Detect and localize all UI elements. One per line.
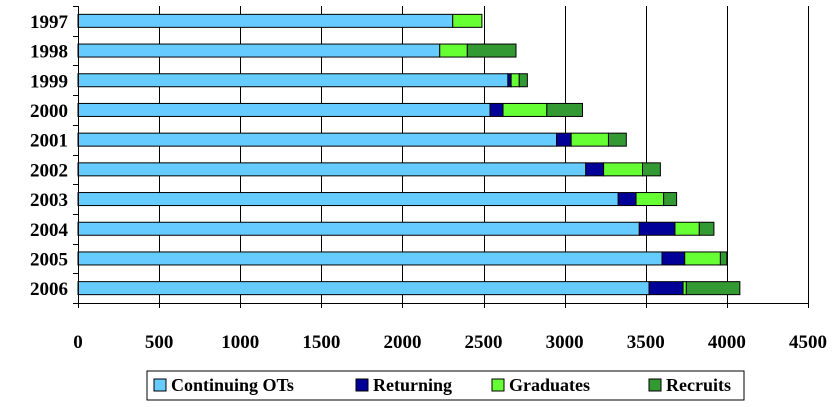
bar-2006-returning <box>648 281 684 296</box>
category-label-2004: 2004 <box>30 220 69 241</box>
tick-labels: 0 500 1000 1500 2000 2500 3000 3500 4000 4500 <box>73 332 827 353</box>
legend-label-recruits: Recruits <box>666 375 731 395</box>
bar-1998-recruits <box>466 43 517 58</box>
legend-swatch-recruits <box>648 378 662 392</box>
x-tick-label-1500: 1500 <box>302 332 340 353</box>
x-tick-label-2000: 2000 <box>383 332 421 353</box>
bar-2006-recruits <box>685 281 741 296</box>
legend-swatch-graduates <box>491 378 505 392</box>
bar-2004-graduates <box>674 221 700 236</box>
bars <box>77 13 741 296</box>
bar-2001-graduates <box>570 132 609 147</box>
bar-2006-continuing-ots <box>77 281 650 296</box>
legend-label-continuing-ots: Continuing OTs <box>171 375 294 395</box>
bar-2000-continuing-ots <box>77 102 491 117</box>
bar-2003-continuing-ots <box>77 192 619 207</box>
x-tick-label-0: 0 <box>73 332 83 353</box>
category-label-1997: 1997 <box>30 12 69 33</box>
category-label-2001: 2001 <box>30 131 68 152</box>
x-tick-label-2500: 2500 <box>465 332 503 353</box>
bar-1999-recruits <box>518 73 528 88</box>
category-labels: 1997 1998 1999 2000 2001 2002 2003 2004 2005 2006 <box>30 12 69 300</box>
x-tick-label-500: 500 <box>145 332 174 353</box>
bar-1998-continuing-ots <box>77 43 441 58</box>
bar-2000-returning <box>489 102 504 117</box>
category-label-2002: 2002 <box>30 160 68 181</box>
x-tick-label-3500: 3500 <box>627 332 665 353</box>
bar-2005-continuing-ots <box>77 251 663 266</box>
legend-swatch-returning <box>355 378 369 392</box>
x-tick-label-1000: 1000 <box>221 332 259 353</box>
x-tick-label-4500: 4500 <box>789 332 827 353</box>
legend-box <box>146 370 745 401</box>
bar-2003-returning <box>617 192 637 207</box>
bar-2000-recruits <box>546 102 584 117</box>
bar-1998-graduates <box>439 43 468 58</box>
bar-2003-recruits <box>663 192 678 207</box>
bar-2002-recruits <box>642 162 661 177</box>
bar-2000-graduates <box>502 102 548 117</box>
bar-1997-continuing-ots <box>77 13 454 28</box>
bar-2002-returning <box>585 162 605 177</box>
category-label-2005: 2005 <box>30 249 68 270</box>
category-label-2003: 2003 <box>30 190 68 211</box>
category-label-1999: 1999 <box>30 71 68 92</box>
bar-2004-continuing-ots <box>77 221 640 236</box>
legend-label-returning: Returning <box>373 375 452 395</box>
bar-1999-graduates <box>510 73 520 88</box>
bar-2004-returning <box>638 221 676 236</box>
bar-2004-recruits <box>698 221 715 236</box>
bar-2003-graduates <box>635 192 665 207</box>
legend: Continuing OTs Returning Graduates Recruits <box>146 370 745 401</box>
bar-2001-continuing-ots <box>77 132 558 147</box>
category-label-1998: 1998 <box>30 42 68 63</box>
x-tick-label-3000: 3000 <box>546 332 584 353</box>
legend-label-graduates: Graduates <box>509 375 590 395</box>
category-label-2006: 2006 <box>30 279 68 300</box>
bar-2005-graduates <box>684 251 721 266</box>
bar-2001-returning <box>556 132 572 147</box>
bar-2001-recruits <box>607 132 627 147</box>
axes <box>73 6 809 308</box>
bar-1997-graduates <box>452 13 483 28</box>
category-label-2000: 2000 <box>30 101 68 122</box>
bar-2005-recruits <box>719 251 728 266</box>
bar-1999-continuing-ots <box>77 73 509 88</box>
bar-2002-graduates <box>603 162 644 177</box>
bar-2002-continuing-ots <box>77 162 587 177</box>
x-tick-label-4000: 4000 <box>708 332 746 353</box>
bar-2005-returning <box>661 251 686 266</box>
legend-swatch-continuing-ots <box>153 378 167 392</box>
